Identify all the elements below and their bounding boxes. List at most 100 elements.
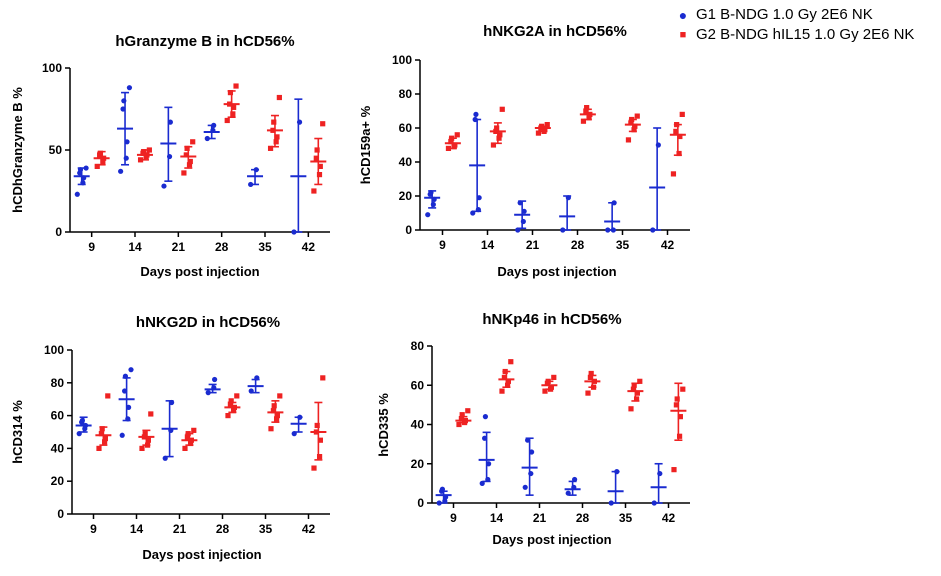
x-tick-label: 42 [302,522,316,536]
data-point [521,208,527,214]
data-point [676,150,682,157]
data-point [490,142,497,148]
data-point [496,135,502,141]
data-point [128,367,134,373]
data-point [122,388,128,394]
data-point [458,416,464,422]
data-point [204,135,210,142]
data-point [629,116,635,123]
data-point [144,442,151,448]
data-point [670,171,677,177]
x-tick-label: 9 [88,240,95,254]
data-point [162,455,168,461]
data-point [297,414,303,420]
x-tick-label: 14 [130,522,144,536]
data-point [76,431,82,437]
data-point [270,408,276,414]
x-axis-title: Days post injection [497,264,616,279]
data-point [316,172,323,178]
data-point [655,142,661,148]
data-point [497,132,503,138]
y-tick-label: 80 [51,376,65,390]
data-point [166,153,173,160]
data-point [167,119,173,125]
y-tick-label: 60 [411,378,425,392]
data-point [637,378,643,384]
data-point [79,417,86,424]
data-point [316,454,323,460]
data-point [231,104,237,110]
data-point [548,384,554,390]
x-tick-label: 28 [215,240,229,254]
y-tick-label: 80 [411,339,425,353]
data-point [482,435,488,441]
data-point [517,200,523,206]
data-point [479,480,485,486]
data-point [317,163,323,169]
data-point [551,374,557,380]
data-point [651,500,657,506]
data-point [442,498,448,504]
x-tick-label: 9 [439,238,446,252]
data-point [99,426,105,432]
data-point [268,426,274,432]
data-point [650,227,656,233]
data-point [572,476,578,483]
data-point [539,123,545,129]
data-point [486,461,492,467]
data-point [679,111,685,117]
legend-item-g1: ● G1 B-NDG 1.0 Gy 2E6 NK [676,5,914,25]
data-point [445,145,452,151]
data-point [311,188,317,194]
y-tick-label: 0 [57,507,64,521]
data-point [454,132,460,138]
data-point [317,437,323,443]
chart-title: hGranzyme B in hCD56% [115,33,294,50]
data-point [676,433,683,439]
y-tick-label: 0 [55,225,62,239]
data-point [248,181,254,188]
data-point [501,374,507,380]
x-tick-label: 14 [481,238,495,252]
series-g2 [93,83,327,194]
data-point [610,227,616,233]
data-point [630,386,636,392]
data-point [100,158,106,165]
legend-item-g2: ■ G2 B-NDG hIL15 1.0 Gy 2E6 NK [676,25,915,45]
data-point [580,118,587,124]
data-point [186,162,193,168]
data-point [145,437,151,443]
data-point [436,500,442,506]
data-point [485,476,491,483]
data-point [277,393,283,399]
data-point [233,83,239,89]
data-point [560,227,566,233]
data-point [205,390,211,396]
x-tick-label: 21 [533,511,547,525]
series-g1 [75,367,307,461]
x-axis-title: Days post injection [492,532,611,547]
data-point [228,398,234,404]
data-point [542,127,548,133]
data-point [211,122,217,128]
x-tick-label: 28 [216,522,230,536]
data-point [83,165,89,171]
data-point [276,94,282,101]
legend: ● G1 B-NDG 1.0 Gy 2E6 NK ■ G2 B-NDG hIL1… [676,5,915,45]
data-point [628,406,634,412]
data-point [465,408,471,414]
data-point [632,123,638,129]
y-tick-label: 40 [399,155,413,169]
data-point [187,158,193,165]
series-g1 [424,111,666,233]
data-point [499,106,505,112]
data-point [674,122,680,128]
data-point [74,191,80,197]
data-point [296,119,303,125]
data-point [614,469,620,475]
data-point [611,200,617,206]
data-point [505,378,511,384]
data-point [528,470,534,477]
data-point [504,382,511,388]
data-point [502,368,508,375]
